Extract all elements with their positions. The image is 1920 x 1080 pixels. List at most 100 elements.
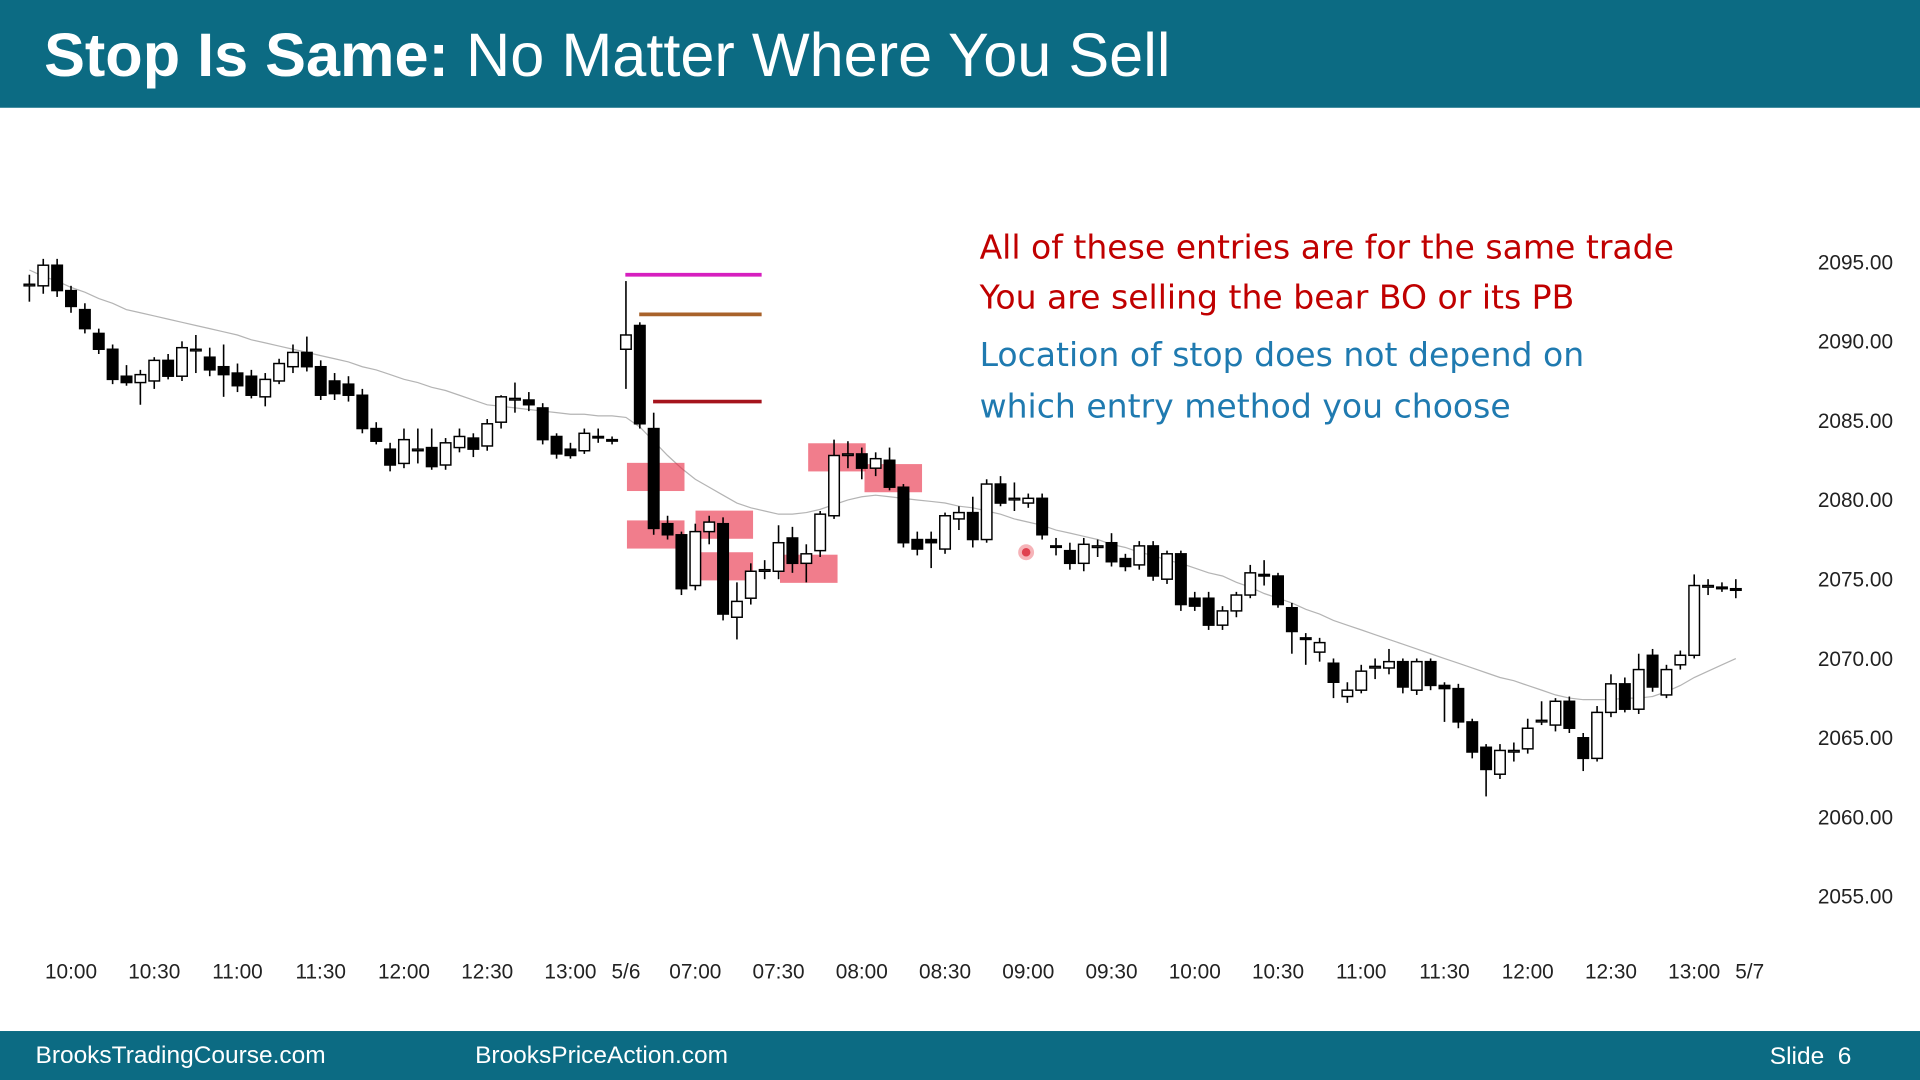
candle-body xyxy=(189,348,202,352)
candle-body xyxy=(1036,497,1049,536)
candle-body xyxy=(1230,594,1243,612)
candle-body xyxy=(1466,721,1479,753)
candle-body xyxy=(828,454,841,517)
candle-body xyxy=(273,362,286,382)
candle-body xyxy=(481,423,494,447)
candle-body xyxy=(689,530,702,587)
candle-body xyxy=(1022,497,1035,504)
annotation: All of these entries are for the same tr… xyxy=(980,227,1674,266)
title-bold: Stop Is Same: xyxy=(44,21,449,89)
x-tick-label: 10:30 xyxy=(1252,960,1304,983)
candle-body xyxy=(1452,687,1465,723)
candle-body xyxy=(300,351,313,368)
candle-body xyxy=(1244,572,1257,596)
candle-body xyxy=(1147,545,1160,577)
candle-body xyxy=(1299,637,1312,641)
candle-body xyxy=(1396,660,1409,688)
candle-body xyxy=(245,375,258,396)
candle-body xyxy=(397,438,410,465)
x-tick-label: 10:00 xyxy=(45,960,97,983)
candle-body xyxy=(259,378,272,398)
candle-body xyxy=(495,396,508,423)
candle-body xyxy=(703,521,716,533)
candle-body xyxy=(633,324,646,425)
candle-body xyxy=(758,568,771,572)
candle-body xyxy=(1674,654,1687,666)
candle-body xyxy=(869,457,882,469)
cursor xyxy=(1018,544,1035,561)
x-tick-label: 11:00 xyxy=(212,960,263,983)
candle-body xyxy=(1535,719,1548,723)
candle-body xyxy=(508,397,521,401)
candle-body xyxy=(1632,668,1645,710)
candle-body xyxy=(175,346,188,377)
candle-body xyxy=(1119,557,1132,568)
x-tick-label: 09:30 xyxy=(1085,960,1137,983)
x-tick-label: 12:00 xyxy=(378,960,430,983)
candle-body xyxy=(1091,545,1104,549)
candle-body xyxy=(1480,746,1493,771)
candle-body xyxy=(1188,597,1201,607)
candle-body xyxy=(1729,587,1742,592)
candle-body xyxy=(1410,660,1423,691)
x-tick-label: 11:00 xyxy=(1336,960,1387,983)
candle-body xyxy=(1618,683,1631,710)
candle-body xyxy=(425,446,438,468)
candle-body xyxy=(453,435,466,449)
candle-body xyxy=(619,334,632,350)
candle-body xyxy=(1369,665,1382,669)
candle-body xyxy=(1563,700,1576,729)
candle-body xyxy=(356,394,369,430)
x-tick-label: 08:30 xyxy=(919,960,971,983)
candle-body xyxy=(855,453,868,469)
candle-body xyxy=(1174,553,1187,606)
x-tick-label: 09:00 xyxy=(1002,960,1054,983)
candle-body xyxy=(606,438,619,442)
candle-body xyxy=(897,486,910,544)
y-tick-label: 2055.00 xyxy=(1818,886,1893,909)
candle-body xyxy=(1702,584,1715,588)
y-tick-label: 2070.00 xyxy=(1818,648,1893,671)
candle-body xyxy=(952,511,965,520)
candle-body xyxy=(1341,689,1354,698)
x-tick-label: 5/7 xyxy=(1735,960,1764,983)
candle-body xyxy=(65,289,78,308)
candle-body xyxy=(342,383,355,396)
candle-body xyxy=(23,283,36,287)
candle-body xyxy=(994,483,1007,504)
candle-body xyxy=(1493,749,1506,775)
annotation: You are selling the bear BO or its PB xyxy=(979,278,1575,317)
candle-body xyxy=(328,380,341,395)
footer-center: BrooksPriceAction.com xyxy=(475,1042,728,1069)
x-tick-label: 11:30 xyxy=(295,960,346,983)
candle-body xyxy=(744,570,757,599)
candle-body xyxy=(966,511,979,541)
candle-body xyxy=(550,435,563,455)
candle-body xyxy=(1258,573,1271,577)
candle-body xyxy=(217,365,230,376)
y-tick-label: 2085.00 xyxy=(1818,410,1893,433)
candle-body xyxy=(1313,641,1326,653)
candle-body xyxy=(1272,575,1285,606)
x-tick-label: 13:00 xyxy=(1668,960,1720,983)
candle-body xyxy=(536,407,549,441)
candle-body xyxy=(1050,545,1063,549)
candle-body xyxy=(786,537,799,565)
candle-body xyxy=(1008,497,1021,501)
candle-body xyxy=(1660,668,1673,696)
candle-body xyxy=(370,427,383,442)
y-tick-label: 2080.00 xyxy=(1818,489,1893,512)
x-tick-label: 08:00 xyxy=(836,960,888,983)
candle-body xyxy=(1424,660,1437,687)
candle-body xyxy=(106,348,119,381)
candle-body xyxy=(772,541,785,572)
candle-body xyxy=(120,375,133,384)
candle-body xyxy=(467,437,480,450)
candle-body xyxy=(439,442,452,466)
candle-body xyxy=(1133,545,1146,566)
candle-body xyxy=(814,513,827,552)
candle-body xyxy=(1382,660,1395,669)
candle-body xyxy=(800,553,813,565)
candle-body xyxy=(661,522,674,536)
